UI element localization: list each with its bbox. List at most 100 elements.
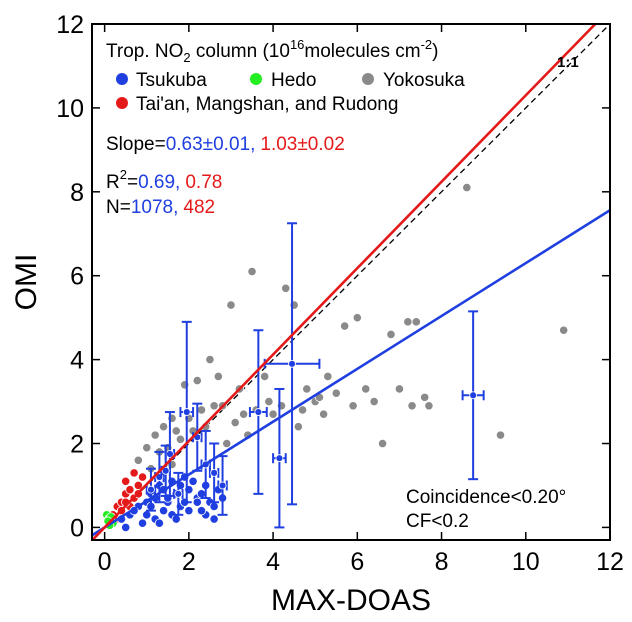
plot-layer [92, 24, 610, 540]
stats-block: Slope=0.63±0.01, 1.03±0.02 R2=0.69, 0.78 N… [106, 134, 345, 218]
point-yokosuka [352, 313, 362, 323]
point-tsukuba [196, 506, 207, 516]
point-yokosuka [340, 321, 350, 331]
point-tsukuba [121, 522, 131, 533]
y-tick-label: 0 [70, 514, 84, 542]
errorbar-point [182, 408, 191, 416]
point-tsukuba [192, 497, 202, 507]
legend-label-tsukuba: Tsukuba [136, 70, 207, 91]
errorbar-point [161, 466, 170, 475]
legend-label-taian: Tai'an, Mangshan, and Rudong [136, 94, 398, 115]
legend-label-hedo: Hedo [271, 70, 316, 91]
point-yokosuka [323, 371, 333, 381]
legend-marker-taian [116, 97, 128, 109]
x-tick-label: 4 [266, 548, 280, 576]
point-yokosuka [150, 430, 160, 440]
x-tick-label: 8 [435, 548, 449, 576]
point-yokosuka [133, 455, 143, 465]
x-tick-label: 0 [98, 548, 112, 576]
point-yokosuka [213, 371, 223, 381]
point-tsukuba [171, 514, 181, 524]
point-yokosuka [247, 266, 257, 277]
point-yokosuka [222, 438, 232, 449]
point-yokosuka [142, 443, 152, 453]
point-yokosuka [209, 401, 219, 411]
x-tick-label: 10 [512, 548, 540, 576]
point-yokosuka [411, 317, 421, 327]
point-yokosuka [260, 371, 270, 381]
legend-marker-yokosuka [362, 73, 374, 85]
point-yokosuka [268, 409, 278, 419]
point-yokosuka [424, 401, 434, 411]
point-yokosuka [192, 375, 202, 386]
one-to-one-label: 1:1 [557, 54, 579, 71]
point-yokosuka [403, 317, 413, 327]
x-tick-label: 12 [596, 548, 624, 576]
legend-title: Trop. NO2 column (1016molecules cm-2) [106, 37, 438, 65]
point-yokosuka [196, 405, 207, 415]
n-text: N=1078, 482 [106, 197, 215, 218]
point-tai-an-mangshan-and-rudong [129, 468, 139, 478]
point-yokosuka [377, 438, 388, 449]
point-yokosuka [361, 384, 371, 394]
fit-line-red [92, 24, 598, 540]
point-tsukuba [137, 518, 148, 528]
errorbar-point [288, 359, 296, 368]
errorbar-point [147, 485, 155, 494]
y-tick-label: 10 [56, 95, 84, 123]
point-yokosuka [264, 396, 274, 407]
point-yokosuka [319, 409, 329, 419]
point-tsukuba [196, 489, 207, 499]
y-tick-label: 4 [70, 347, 84, 375]
legend: Trop. NO2 column (1016molecules cm-2) Ts… [106, 37, 465, 115]
point-tsukuba [184, 506, 194, 516]
r2-text: R2=0.69, 0.78 [106, 167, 222, 193]
marks-layer [92, 24, 610, 540]
y-tick-label: 12 [56, 11, 84, 39]
point-yokosuka [407, 401, 417, 411]
point-tai-an-mangshan-and-rudong [137, 472, 148, 482]
fit-line-blue [92, 209, 610, 537]
point-yokosuka [230, 417, 240, 428]
point-yokosuka [559, 325, 569, 335]
point-yokosuka [158, 422, 169, 432]
point-yokosuka [495, 430, 506, 440]
errorbar-point [218, 481, 227, 490]
errorbar-point [275, 454, 284, 463]
errorbar-point [174, 489, 183, 498]
point-yokosuka [205, 355, 215, 365]
point-tsukuba [154, 518, 164, 528]
point-yokosuka [293, 422, 303, 432]
errorbar-point [210, 468, 219, 477]
point-tsukuba [158, 506, 169, 516]
legend-marker-tsukuba [116, 73, 128, 85]
point-tai-an-mangshan-and-rudong [121, 476, 131, 486]
point-yokosuka [239, 409, 249, 419]
point-yokosuka [394, 384, 405, 394]
cloud-fraction-annotation: CF<0.2 [406, 511, 469, 532]
errorbar-point [254, 408, 263, 416]
point-yokosuka [420, 392, 430, 402]
point-yokosuka [175, 434, 186, 444]
point-yokosuka [331, 388, 341, 398]
point-tsukuba [209, 501, 219, 512]
y-tick-label: 2 [70, 431, 84, 459]
errorbar-point [469, 391, 478, 400]
point-yokosuka [281, 283, 291, 293]
x-axis-title: MAX-DOAS [271, 584, 431, 617]
point-yokosuka [171, 426, 181, 436]
x-tick-label: 6 [350, 548, 364, 576]
point-tai-an-mangshan-and-rudong [125, 485, 135, 495]
point-yokosuka [226, 300, 236, 310]
point-tsukuba [188, 476, 198, 486]
one-to-one-line [92, 24, 610, 540]
point-yokosuka [297, 405, 308, 415]
point-yokosuka [462, 183, 472, 193]
point-yokosuka [348, 401, 358, 411]
ticks-layer: 0 2 4 6 8 10 12 0 2 4 6 8 10 12 [56, 11, 624, 576]
y-tick-label: 6 [70, 263, 84, 291]
x-tick-label: 2 [182, 548, 196, 576]
plot-frame [91, 23, 611, 541]
slope-text: Slope=0.63±0.01, 1.03±0.02 [106, 134, 345, 155]
